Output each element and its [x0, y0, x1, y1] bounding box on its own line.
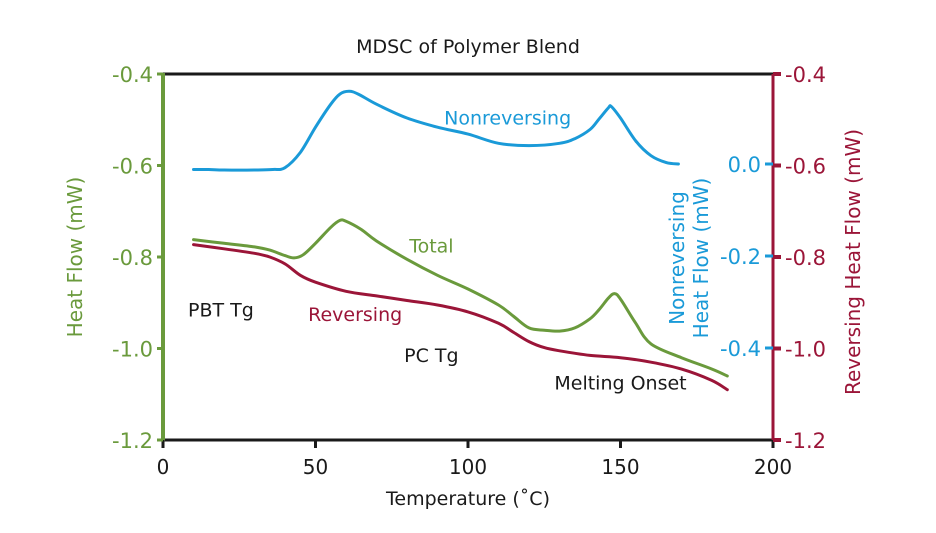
series-line-reversing — [192, 243, 729, 392]
annotation-label: Melting Onset — [554, 373, 686, 395]
series-line-nonreversing — [192, 89, 680, 172]
left-y-tick-label: -1.2 — [112, 429, 153, 453]
left-y-tick-label: -0.8 — [112, 246, 153, 270]
right-nonreversing-tick-label: -0.4 — [720, 337, 761, 361]
right-reversing-axis-label: Reversing Heat Flow (mW) — [841, 129, 865, 395]
right-nonreversing-axis-label-line1: Nonreversing — [665, 191, 689, 325]
x-axis-label: Temperature (˚C) — [385, 488, 550, 510]
right-nonreversing-tick-label: -0.2 — [720, 245, 761, 269]
annotation-label: Total — [408, 235, 453, 257]
x-tick-label: 50 — [303, 455, 328, 479]
x-tick-label: 150 — [601, 455, 639, 479]
x-tick-label: 0 — [157, 455, 170, 479]
right-reversing-tick-label: -0.4 — [785, 63, 826, 87]
left-y-axis-label: Heat Flow (mW) — [63, 177, 87, 338]
annotation-label: PC Tg — [404, 345, 458, 367]
series-line-total — [192, 218, 729, 378]
chart-title: MDSC of Polymer Blend — [356, 36, 580, 58]
x-tick-label: 200 — [754, 455, 792, 479]
right-reversing-tick-label: -0.8 — [785, 246, 826, 270]
right-nonreversing-axis-label-line2: Heat Flow (mW) — [689, 178, 713, 339]
annotation-label: Reversing — [308, 304, 402, 326]
right-reversing-tick-label: -1.0 — [785, 338, 826, 362]
left-y-tick-label: -0.6 — [112, 155, 153, 179]
left-y-tick-label: -1.0 — [112, 338, 153, 362]
right-reversing-tick-label: -0.6 — [785, 155, 826, 179]
x-tick-label: 100 — [449, 455, 487, 479]
right-reversing-tick-label: -1.2 — [785, 429, 826, 453]
annotation-label: PBT Tg — [188, 299, 254, 321]
left-y-tick-label: -0.4 — [112, 63, 153, 87]
annotation-label: Nonreversing — [444, 107, 571, 129]
right-nonreversing-tick-label: 0.0 — [728, 153, 761, 177]
